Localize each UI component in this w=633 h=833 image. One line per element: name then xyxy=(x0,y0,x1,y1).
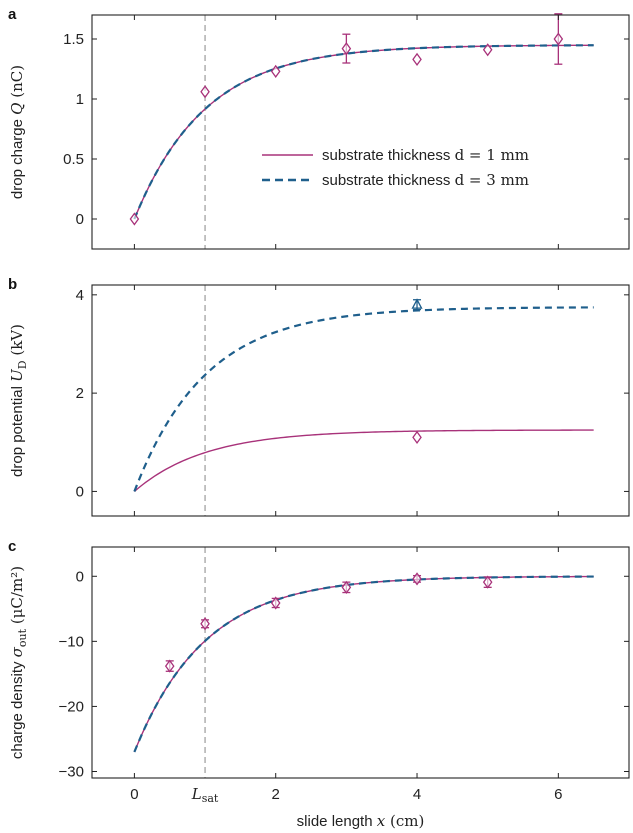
panel-b: b 0 2 4 drop potential UD (kV) xyxy=(8,276,630,517)
x-tick-label: 2 xyxy=(272,786,280,803)
data-point xyxy=(412,430,422,444)
diamond-marker xyxy=(200,617,210,631)
diamond-marker xyxy=(270,596,281,610)
solid-curve xyxy=(133,429,594,492)
data-point xyxy=(341,33,352,64)
panel-label-c: c xyxy=(8,538,16,555)
diamond-marker xyxy=(482,43,493,57)
panel-label-a: a xyxy=(8,6,17,23)
y-tick-label: −30 xyxy=(59,763,84,780)
y-tick-label: 2 xyxy=(76,385,84,402)
legend: substrate thickness d = 1 mm substrate th… xyxy=(262,146,529,189)
diamond-marker xyxy=(270,64,281,79)
diamond-marker xyxy=(412,572,422,586)
data-point xyxy=(164,659,175,673)
x-tick-label: 0 xyxy=(130,786,138,803)
legend-entry-2: substrate thickness d = 3 mm xyxy=(322,171,529,189)
y-tick-label: −10 xyxy=(59,633,84,650)
diamond-marker xyxy=(412,430,422,444)
data-point xyxy=(411,298,423,311)
data-point xyxy=(482,575,493,589)
data-point xyxy=(200,617,210,631)
dashed-curve xyxy=(133,44,594,220)
y-tick-label: 0.5 xyxy=(63,151,84,168)
y-axis-label: charge density σout (μC/m²) xyxy=(8,566,29,759)
data-point xyxy=(412,52,422,67)
triangle-marker xyxy=(411,298,423,309)
y-tick-label: 0 xyxy=(76,211,84,228)
y-axis-label: drop potential UD (kV) xyxy=(8,324,29,477)
data-point xyxy=(553,13,564,65)
dashed-curve xyxy=(133,575,594,753)
diamond-marker xyxy=(164,659,175,673)
diamond-marker xyxy=(341,41,352,56)
data-point xyxy=(412,572,422,586)
y-tick-label: −20 xyxy=(59,698,84,715)
dashed-curve xyxy=(133,306,594,492)
panel-a: a 0 0.5 1 1.5 drop charge Q (nC) substrate thi… xyxy=(8,6,630,250)
solid-curve xyxy=(133,575,594,753)
y-tick-label: 1 xyxy=(76,91,84,108)
diamond-marker xyxy=(341,580,352,594)
y-tick-label: 1.5 xyxy=(63,31,84,48)
plot-frame xyxy=(91,14,630,250)
diamond-marker xyxy=(129,212,140,226)
plot-frame xyxy=(91,546,630,779)
diamond-marker xyxy=(200,85,210,99)
data-point xyxy=(270,596,281,610)
lsat-label: Lsat xyxy=(191,785,219,805)
data-point xyxy=(270,64,281,79)
data-point xyxy=(341,580,352,594)
x-tick-label: 4 xyxy=(413,786,421,803)
panel-c: c −30 −20 −10 0 charge density σout (μC/m²) xyxy=(8,538,630,780)
solid-curve xyxy=(133,44,594,220)
data-point xyxy=(482,43,493,57)
diamond-marker xyxy=(553,32,564,46)
y-tick-label: 4 xyxy=(76,287,84,304)
x-axis-label: slide length x (cm) xyxy=(297,812,425,830)
data-point xyxy=(129,212,140,226)
y-tick-label: 0 xyxy=(76,483,84,500)
plot-frame xyxy=(91,284,630,517)
y-axis-label: drop charge Q (nC) xyxy=(8,65,26,199)
x-tick-label: 6 xyxy=(554,786,562,803)
y-tick-label: 0 xyxy=(76,568,84,585)
legend-entry-1: substrate thickness d = 1 mm xyxy=(322,146,529,164)
data-point xyxy=(200,85,210,99)
diamond-marker xyxy=(412,52,422,67)
diamond-marker xyxy=(482,575,493,589)
panel-label-b: b xyxy=(8,276,17,293)
